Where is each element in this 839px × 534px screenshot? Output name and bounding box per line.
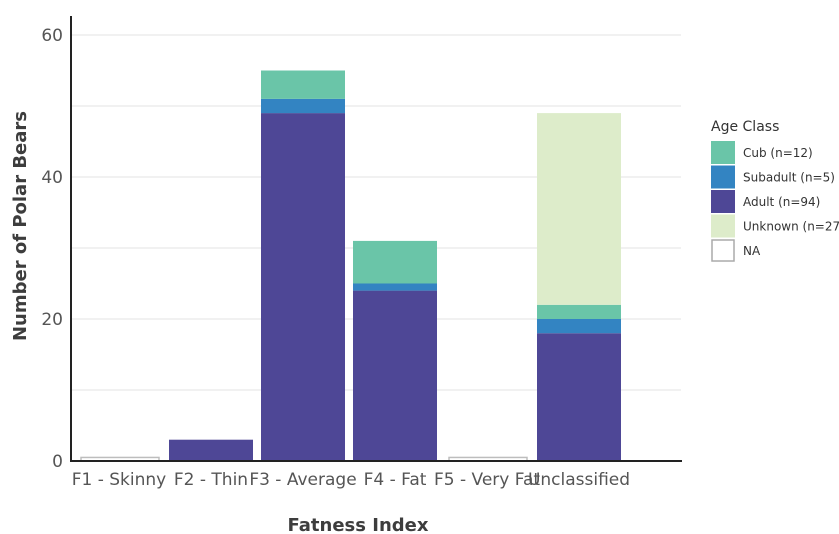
y-tick-label: 40 bbox=[41, 168, 63, 188]
bar-segment bbox=[261, 98, 345, 114]
bar-segment bbox=[353, 290, 437, 461]
legend: Age Class Cub (n=12) Subadult (n=5) Adult … bbox=[711, 119, 839, 262]
legend-label: Cub (n=12) bbox=[743, 146, 813, 160]
bar-segment bbox=[537, 333, 621, 461]
legend-swatch bbox=[711, 165, 735, 189]
x-tick-labels: F1 - Skinny F2 - Thin F3 - Average F4 - Fat… bbox=[72, 470, 630, 490]
legend-label: Unknown (n=27) bbox=[743, 220, 839, 234]
x-tick-label: F5 - Very Fat bbox=[434, 470, 540, 490]
x-tick-label: F3 - Average bbox=[249, 470, 356, 490]
y-tick-label: 60 bbox=[41, 26, 63, 46]
x-axis-title: Fatness Index bbox=[288, 515, 429, 534]
bar-segment bbox=[537, 113, 621, 305]
bar-segment bbox=[169, 439, 253, 461]
legend-swatch bbox=[711, 214, 735, 238]
bar-segment bbox=[261, 113, 345, 461]
y-tick-label: 0 bbox=[52, 452, 63, 472]
legend-label: Subadult (n=5) bbox=[743, 171, 835, 185]
legend-swatch bbox=[711, 239, 735, 262]
bar-segment bbox=[261, 70, 345, 99]
y-tick-labels: 0 20 40 60 bbox=[41, 26, 63, 472]
x-tick-label: F1 - Skinny bbox=[72, 470, 167, 490]
bar-segment bbox=[353, 240, 437, 284]
x-tick-label: F2 - Thin bbox=[174, 470, 248, 490]
legend-swatch bbox=[711, 141, 735, 164]
legend-swatch bbox=[711, 190, 735, 213]
bars bbox=[80, 70, 621, 462]
y-axis-title: Number of Polar Bears bbox=[10, 111, 31, 341]
legend-label: Adult (n=94) bbox=[743, 195, 820, 209]
x-tick-label: F4 - Fat bbox=[364, 470, 427, 490]
bar-segment bbox=[353, 283, 437, 291]
bar-segment bbox=[537, 319, 621, 334]
y-tick-label: 20 bbox=[41, 310, 63, 330]
legend-title: Age Class bbox=[711, 119, 779, 135]
x-tick-label: Unclassified bbox=[528, 470, 630, 490]
axes bbox=[70, 16, 682, 462]
bar-segment bbox=[537, 304, 621, 319]
legend-label: NA bbox=[743, 244, 761, 258]
